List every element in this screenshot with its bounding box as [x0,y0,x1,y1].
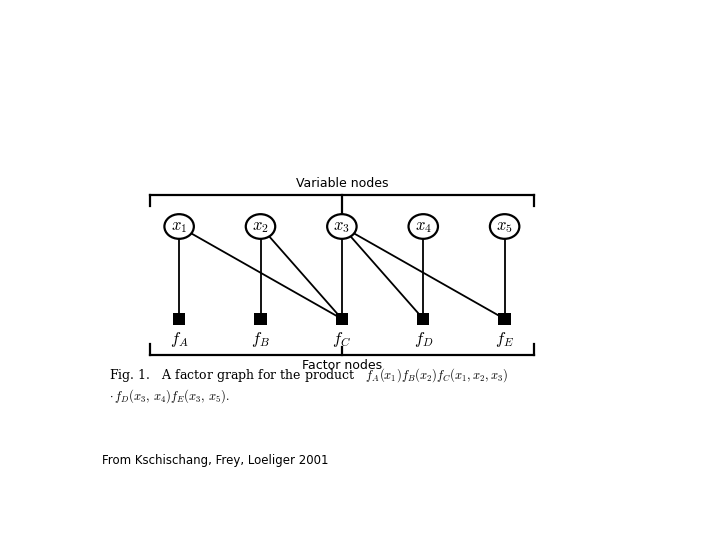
Ellipse shape [490,214,519,239]
Bar [498,313,510,325]
Text: Variable nodes: Variable nodes [296,177,388,190]
Text: $x_5$: $x_5$ [496,218,513,235]
Text: Fig. 1.   A factor graph for the product   $f_A(x_1)f_B(x_2)f_C(x_1, x_2, x_3)$: Fig. 1. A factor graph for the product $… [109,367,509,384]
Text: $f_C$: $f_C$ [333,330,351,349]
Ellipse shape [327,214,356,239]
Text: $x_3$: $x_3$ [333,218,350,235]
Ellipse shape [246,214,275,239]
Bar [336,313,348,325]
Bar [254,313,266,325]
Text: $f_A$: $f_A$ [170,330,189,349]
Text: $f_D$: $f_D$ [413,330,433,349]
Ellipse shape [408,214,438,239]
Ellipse shape [164,214,194,239]
Bar [173,313,185,325]
Text: $x_1$: $x_1$ [171,218,187,235]
Text: $x_2$: $x_2$ [252,218,269,235]
Text: $f_B$: $f_B$ [251,330,270,349]
Text: From Kschischang, Frey, Loeliger 2001: From Kschischang, Frey, Loeliger 2001 [102,454,328,467]
Text: Factor nodes: Factor nodes [302,359,382,372]
Text: $f_E$: $f_E$ [495,330,514,349]
Text: $\cdot\, f_D(x_3,\, x_4)f_E(x_3,\, x_5).$: $\cdot\, f_D(x_3,\, x_4)f_E(x_3,\, x_5).… [109,387,230,405]
Text: $x_4$: $x_4$ [415,218,432,235]
Bar [417,313,429,325]
